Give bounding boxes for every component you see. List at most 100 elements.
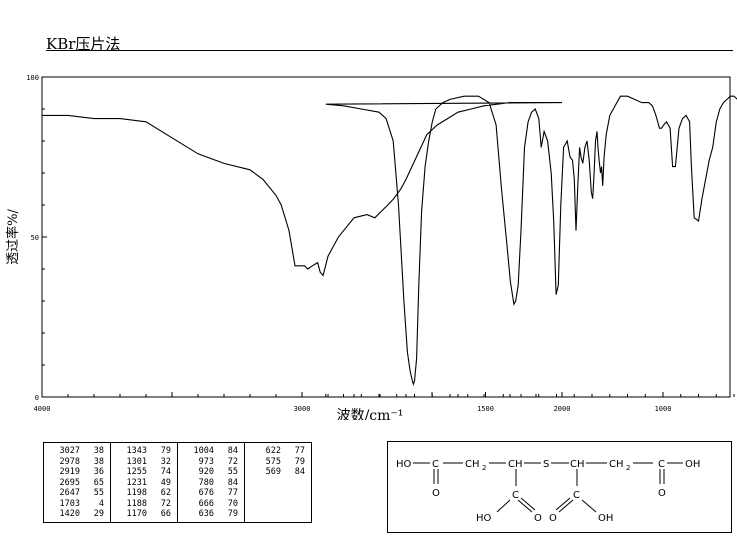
atom-s: S [543, 459, 549, 470]
peak-transmittance: 84 [227, 477, 238, 488]
peak-entry: 1301 32 [117, 457, 171, 468]
peak-wavenumber: 575 [265, 456, 281, 467]
peak-entry: 636 79 [184, 509, 238, 520]
peak-transmittance: 65 [93, 477, 104, 488]
peak-wavenumber: 2919 [59, 467, 80, 477]
atom-c2: C [512, 490, 519, 501]
peak-transmittance: 77 [294, 446, 305, 456]
atom-o3: O [549, 513, 557, 524]
peak-transmittance: 32 [160, 456, 171, 467]
peak-wavenumber: 780 [198, 477, 214, 488]
peak-wavenumber: 676 [198, 488, 214, 498]
peak-entry: 2647 55 [50, 488, 104, 499]
peak-column: 622 77 575 79 569 84 [244, 442, 312, 523]
peak-entry: 575 79 [251, 457, 305, 468]
peak-wavenumber: 973 [198, 456, 214, 467]
peak-entry: 920 55 [184, 467, 238, 478]
peak-wavenumber: 1703 [59, 498, 80, 509]
peak-entry: 2695 65 [50, 478, 104, 489]
y-tick-label: 50 [31, 234, 39, 242]
atom-o4: O [658, 488, 666, 499]
peak-transmittance: 84 [294, 467, 305, 477]
peak-entry: 622 77 [251, 446, 305, 457]
peak-transmittance: 72 [160, 498, 171, 509]
peak-wavenumber: 1198 [126, 488, 147, 498]
peak-transmittance: 74 [160, 467, 171, 477]
axis-ticks [41, 76, 735, 398]
y-axis-label: 透过率%/ [5, 209, 21, 265]
peak-wavenumber: 1301 [126, 456, 147, 467]
ir-spectrum-chart: 40003000200015001000500050100 波数/cm⁻¹ 透过… [5, 74, 737, 420]
atom-oh-bottom: OH [598, 513, 613, 524]
atom-o1: O [432, 488, 440, 499]
atom-c3: C [573, 490, 580, 501]
peak-entry: 569 84 [251, 467, 305, 478]
peak-entry: 1170 66 [117, 509, 171, 520]
x-tick-label: 1000 [655, 405, 672, 413]
atom-o2: O [534, 513, 542, 524]
atom-ch2-left: CH [465, 459, 480, 470]
x-axis-label: 波数/cm⁻¹ [337, 408, 404, 420]
peak-transmittance: 4 [98, 498, 104, 509]
peak-entry: 666 70 [184, 499, 238, 510]
peak-entry: 2978 38 [50, 457, 104, 468]
peak-transmittance: 36 [93, 467, 104, 477]
x-tick-label: 2000 [554, 405, 571, 413]
atom-ch-right: CH [570, 459, 585, 470]
peak-transmittance: 29 [93, 509, 104, 519]
peak-wavenumber: 920 [198, 467, 214, 477]
peak-wavenumber: 3027 [59, 446, 80, 456]
peak-entry: 2919 36 [50, 467, 104, 478]
spectrum-line [42, 95, 737, 386]
peak-column: 3027 38 2978 38 2919 36 2695 65 2647 55 1703 4 1420 2… [43, 442, 111, 523]
page-title: KBr压片法 [46, 35, 121, 53]
peak-entry: 676 77 [184, 488, 238, 499]
peak-transmittance: 55 [227, 467, 238, 477]
peak-transmittance: 66 [160, 509, 171, 519]
atom-ch2-right-subscript: 2 [626, 464, 630, 472]
atom-ho-left: HO [396, 459, 412, 470]
peak-transmittance: 49 [160, 477, 171, 488]
y-tick-label: 100 [26, 74, 39, 82]
atom-ch2-left-subscript: 2 [482, 464, 486, 472]
peak-entry: 780 84 [184, 478, 238, 489]
chemical-structure: HO C CH 2 CH S CH CH 2 C OH O O C C HO O… [396, 459, 700, 524]
peak-column: 1004 84 973 72 920 55 780 84 676 77 666 70 636 79 [177, 442, 245, 523]
peak-transmittance: 84 [227, 446, 238, 456]
peak-wavenumber: 1188 [126, 498, 147, 509]
atom-c4: C [658, 459, 665, 470]
x-tick-label: 3000 [294, 405, 311, 413]
x-tick-label: 1500 [477, 405, 494, 413]
title-divider [46, 50, 733, 51]
peak-table: 3027 38 2978 38 2919 36 2695 65 2647 55 1703 4 1420 2… [43, 442, 312, 523]
axis-tick-labels: 40003000200015001000500050100 [26, 74, 672, 413]
peak-wavenumber: 636 [198, 509, 214, 519]
peak-entry: 3027 38 [50, 446, 104, 457]
peak-transmittance: 70 [227, 498, 238, 509]
peak-wavenumber: 1255 [126, 467, 147, 477]
peak-transmittance: 38 [93, 446, 104, 456]
peak-transmittance: 79 [160, 446, 171, 456]
peak-entry: 1198 62 [117, 488, 171, 499]
peak-wavenumber: 569 [265, 467, 281, 477]
atom-ho-bottom: HO [476, 513, 492, 524]
peak-wavenumber: 1231 [126, 477, 147, 488]
x-tick-label: 4000 [34, 405, 51, 413]
y-tick-label: 0 [35, 394, 39, 402]
peak-wavenumber: 2647 [59, 488, 80, 498]
atom-c1: C [432, 459, 439, 470]
peak-entry: 1231 49 [117, 478, 171, 489]
atom-oh-right: OH [685, 459, 700, 470]
peak-wavenumber: 2695 [59, 477, 80, 488]
peak-entry: 1420 29 [50, 509, 104, 520]
peak-transmittance: 79 [227, 509, 238, 519]
peak-entry: 1343 79 [117, 446, 171, 457]
peak-wavenumber: 1343 [126, 446, 147, 456]
plot-frame [41, 76, 731, 398]
peak-transmittance: 79 [294, 456, 305, 467]
peak-entry: 1703 4 [50, 499, 104, 510]
peak-wavenumber: 622 [265, 446, 281, 456]
peak-wavenumber: 666 [198, 498, 214, 509]
peak-column: 1343 79 1301 32 1255 74 1231 49 1198 62 1188 72 1170… [110, 442, 178, 523]
atom-ch-left: CH [508, 459, 523, 470]
